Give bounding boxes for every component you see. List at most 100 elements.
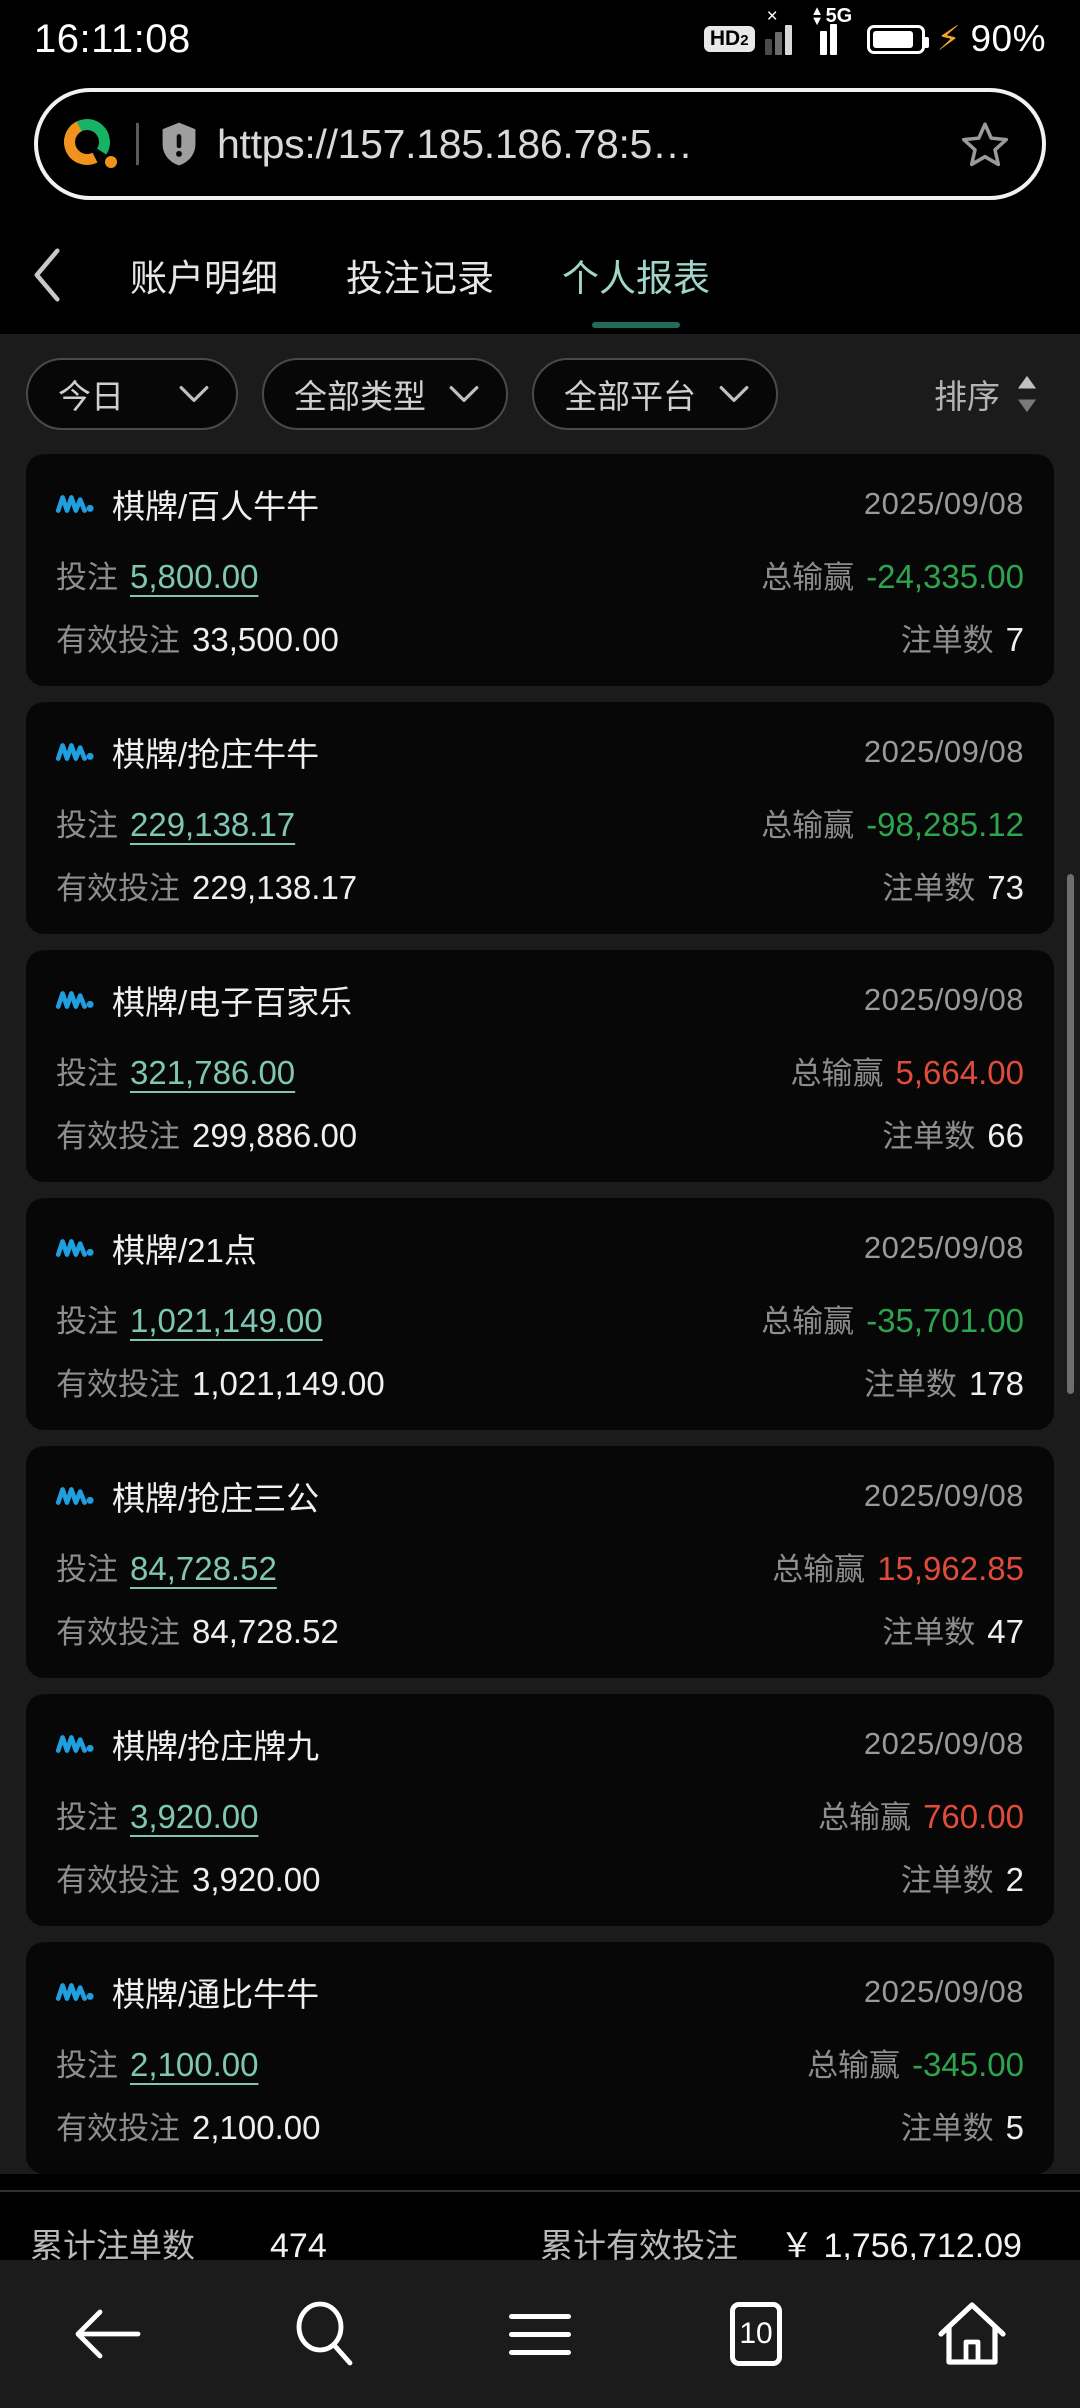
record-date: 2025/09/08 — [863, 734, 1024, 769]
star-icon[interactable] — [960, 119, 1010, 169]
game-title: 棋牌/抢庄三公 — [56, 1472, 319, 1520]
bet-amount[interactable]: 2,100.00 — [130, 2046, 259, 2083]
bet-count-label: 注单数 — [900, 623, 994, 658]
bet-amount[interactable]: 321,786.00 — [130, 1054, 296, 1091]
winloss-label: 总输赢 — [761, 1304, 855, 1339]
filter-platform-label: 全部平台 — [564, 378, 696, 415]
bet-count-label: 注单数 — [882, 1615, 976, 1650]
bet-label: 投注 — [56, 2048, 118, 2083]
winloss-amount: -24,335.00 — [866, 558, 1024, 595]
report-card[interactable]: 棋牌/通比牛牛 2025/09/08 投注 2,100.00 总输赢 -345.… — [26, 1942, 1054, 2174]
page-tab-bar: 账户明细 投注记录 个人报表 — [0, 216, 1080, 334]
bet-amount[interactable]: 1,021,149.00 — [130, 1302, 323, 1339]
bet-count-label: 注单数 — [882, 1119, 976, 1154]
filter-date-dropdown[interactable]: 今日 — [26, 358, 238, 430]
bet-count-label: 注单数 — [863, 1367, 957, 1402]
winloss-label: 总输赢 — [761, 560, 855, 595]
bet-count-value: 7 — [1005, 621, 1024, 658]
game-provider-logo-icon — [56, 495, 94, 513]
game-name-label: 棋牌/抢庄牌九 — [112, 1728, 320, 1765]
tab-count-badge: 10 — [730, 2302, 782, 2366]
bet-amount[interactable]: 3,920.00 — [130, 1798, 259, 1835]
winloss-amount: 5,664.00 — [895, 1054, 1024, 1091]
shield-warning-icon[interactable] — [159, 121, 199, 167]
tab-personal-report[interactable]: 个人报表 — [528, 216, 744, 334]
hd-voice-icon: HD 2 — [703, 26, 755, 52]
back-button[interactable] — [0, 247, 96, 303]
summary-value: 474 — [270, 2226, 327, 2265]
game-name-label: 棋牌/电子百家乐 — [112, 984, 353, 1021]
sort-label: 排序 — [934, 378, 1000, 415]
signal-bars-5g-icon: ▲ ▼ 5G — [811, 4, 857, 55]
game-name-label: 棋牌/通比牛牛 — [112, 1976, 320, 2013]
browser-bottom-nav: 10 — [0, 2260, 1080, 2408]
bet-amount[interactable]: 84,728.52 — [130, 1550, 277, 1587]
tab-account-details[interactable]: 账户明细 — [130, 258, 278, 299]
bet-count-value: 5 — [1005, 2109, 1024, 2146]
bet-amount[interactable]: 5,800.00 — [130, 558, 259, 595]
bet-label: 投注 — [56, 1552, 118, 1587]
status-icons: HD 2 × ▲ ▼ 5G ⚡ 90% — [703, 4, 1046, 60]
filter-type-dropdown[interactable]: 全部类型 — [262, 358, 508, 430]
report-card[interactable]: 棋牌/抢庄三公 2025/09/08 投注 84,728.52 总输赢 15,9… — [26, 1446, 1054, 1678]
bet-count-value: 178 — [968, 1365, 1024, 1402]
url-bar[interactable]: https://157.185.186.78:5… — [34, 88, 1046, 200]
quark-logo-icon[interactable] — [58, 113, 117, 171]
report-card[interactable]: 棋牌/电子百家乐 2025/09/08 投注 321,786.00 总输赢 5,… — [26, 950, 1054, 1182]
signal-bars-sim1-icon: × — [764, 7, 802, 55]
sort-control[interactable]: 排序 — [934, 370, 1054, 418]
game-title: 棋牌/抢庄牌九 — [56, 1720, 319, 1768]
report-card[interactable]: 棋牌/抢庄牌九 2025/09/08 投注 3,920.00 总输赢 760.0… — [26, 1694, 1054, 1926]
bet-count-label: 注单数 — [900, 2111, 994, 2146]
game-name-label: 棋牌/21点 — [112, 1232, 257, 1269]
report-card[interactable]: 棋牌/21点 2025/09/08 投注 1,021,149.00 总输赢 -3… — [26, 1198, 1054, 1430]
game-provider-logo-icon — [56, 1239, 94, 1257]
valid-bet-amount: 84,728.52 — [192, 1613, 339, 1650]
winloss-amount: -35,701.00 — [866, 1302, 1024, 1339]
bet-count-label: 注单数 — [882, 871, 976, 906]
record-date: 2025/09/08 — [863, 486, 1024, 521]
nav-home-button[interactable] — [902, 2279, 1042, 2389]
divider — [136, 123, 139, 165]
game-name-label: 棋牌/百人牛牛 — [112, 488, 320, 525]
game-title: 棋牌/21点 — [56, 1224, 257, 1272]
winloss-label: 总输赢 — [807, 2048, 901, 2083]
nav-back-button[interactable] — [38, 2279, 178, 2389]
url-text[interactable]: https://157.185.186.78:5… — [217, 120, 693, 167]
valid-bet-label: 有效投注 — [56, 1119, 180, 1154]
hamburger-menu-icon — [509, 2313, 571, 2355]
valid-bet-amount: 3,920.00 — [192, 1861, 321, 1898]
url-bar-container: https://157.185.186.78:5… — [0, 78, 1080, 216]
report-page: 今日 全部类型 全部平台 排序 — [0, 334, 1080, 2174]
valid-bet-label: 有效投注 — [56, 2111, 180, 2146]
game-title: 棋牌/百人牛牛 — [56, 480, 319, 528]
summary-total-valid-bet: 累计有效投注 ￥ 1,756,712.09 — [540, 2218, 1050, 2267]
record-date: 2025/09/08 — [863, 1974, 1024, 2009]
filter-platform-dropdown[interactable]: 全部平台 — [532, 358, 778, 430]
report-card[interactable]: 棋牌/百人牛牛 2025/09/08 投注 5,800.00 总输赢 -24,3… — [26, 454, 1054, 686]
valid-bet-label: 有效投注 — [56, 1615, 180, 1650]
status-bar: 16:11:08 HD 2 × ▲ ▼ 5G ⚡ 90% — [0, 0, 1080, 78]
bet-count-label: 注单数 — [900, 1863, 994, 1898]
report-list: 棋牌/百人牛牛 2025/09/08 投注 5,800.00 总输赢 -24,3… — [0, 454, 1080, 2174]
winloss-label: 总输赢 — [790, 1056, 884, 1091]
bet-amount[interactable]: 229,138.17 — [130, 806, 296, 843]
bet-label: 投注 — [56, 808, 118, 843]
game-provider-logo-icon — [56, 1487, 94, 1505]
bet-label: 投注 — [56, 560, 118, 595]
summary-value: ￥ 1,756,712.09 — [780, 2227, 1022, 2265]
bet-count-value: 47 — [987, 1613, 1024, 1650]
winloss-amount: 760.00 — [923, 1798, 1024, 1835]
winloss-label: 总输赢 — [818, 1800, 912, 1835]
game-name-label: 棋牌/抢庄三公 — [112, 1480, 320, 1517]
tab-bet-records[interactable]: 投注记录 — [346, 258, 494, 299]
search-icon — [296, 2301, 353, 2366]
report-card[interactable]: 棋牌/抢庄牛牛 2025/09/08 投注 229,138.17 总输赢 -98… — [26, 702, 1054, 934]
vertical-scrollbar[interactable] — [1067, 874, 1074, 1394]
nav-menu-button[interactable] — [470, 2279, 610, 2389]
battery-percent-label: 90% — [970, 18, 1046, 59]
filter-bar: 今日 全部类型 全部平台 排序 — [0, 334, 1080, 454]
nav-search-button[interactable] — [254, 2279, 394, 2389]
nav-tabs-button[interactable]: 10 — [686, 2279, 826, 2389]
